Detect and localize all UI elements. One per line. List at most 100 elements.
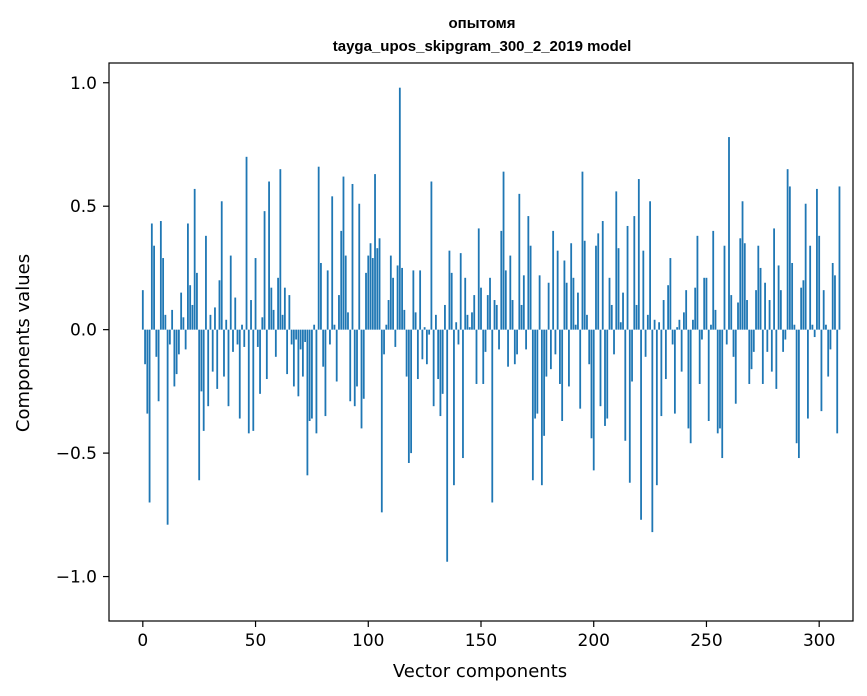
bar-287	[788, 186, 791, 330]
bar-293	[802, 280, 805, 330]
bar-298	[813, 329, 816, 338]
bar-143	[464, 277, 467, 330]
bar-74	[308, 329, 311, 421]
bar-181	[549, 329, 552, 370]
bar-280	[773, 228, 775, 330]
bar-20	[187, 223, 189, 330]
x-tick-label: 200	[578, 631, 610, 651]
bar-217	[631, 329, 633, 382]
bar-12	[168, 329, 171, 345]
bar-213	[622, 292, 624, 330]
bar-3	[148, 329, 151, 503]
bar-48	[250, 300, 252, 330]
bar-207	[608, 277, 611, 330]
bar-65	[288, 295, 291, 330]
bar-139	[455, 322, 458, 330]
bar-162	[507, 329, 509, 367]
bar-123	[419, 270, 422, 330]
bar-190	[570, 243, 573, 330]
bar-41	[234, 297, 237, 330]
bar-249	[703, 277, 706, 330]
bar-282	[777, 265, 780, 330]
bar-194	[579, 329, 582, 409]
bar-210	[615, 191, 618, 330]
bar-46	[245, 156, 248, 330]
bar-151	[482, 329, 485, 384]
bar-23	[193, 188, 196, 330]
bar-184	[556, 250, 559, 330]
bar-71	[301, 329, 304, 377]
bar-306	[831, 262, 834, 330]
bar-91	[347, 312, 349, 330]
bar-24	[196, 272, 198, 330]
bar-127	[428, 329, 431, 335]
bar-250	[705, 277, 708, 330]
bar-278	[768, 300, 771, 330]
bar-148	[475, 329, 478, 384]
bar-79	[320, 262, 322, 330]
bar-216	[628, 329, 631, 483]
bar-69	[297, 329, 300, 397]
y-tick-label: −1.0	[56, 568, 97, 588]
y-tick-label: 1.0	[70, 74, 97, 94]
bar-149	[477, 228, 480, 330]
bar-178	[543, 329, 546, 436]
plot-frame	[108, 62, 854, 622]
bar-25	[198, 329, 201, 481]
bar-171	[527, 216, 530, 330]
bar-95	[356, 329, 358, 387]
bar-100	[367, 255, 370, 330]
x-tick-label: 300	[803, 631, 835, 651]
bar-103	[374, 174, 376, 330]
bar-43	[238, 329, 241, 419]
bar-179	[545, 329, 548, 377]
bar-93	[351, 183, 354, 330]
bar-240	[683, 312, 685, 330]
bar-141	[459, 253, 462, 330]
bar-183	[554, 329, 557, 355]
bar-268	[746, 300, 748, 330]
bar-165	[513, 329, 516, 365]
bar-11	[166, 329, 169, 525]
x-tick-label: 0	[137, 631, 148, 651]
bar-108	[385, 324, 388, 330]
bar-262	[732, 329, 735, 357]
bar-52	[259, 329, 261, 394]
bar-206	[606, 329, 609, 419]
bar-307	[834, 275, 836, 330]
bar-214	[624, 329, 627, 441]
bar-309	[838, 186, 841, 330]
bar-226	[651, 329, 654, 533]
bar-241	[685, 290, 688, 330]
bar-234	[669, 258, 672, 330]
bar-117	[405, 329, 408, 377]
bar-186	[561, 329, 564, 421]
bar-131	[437, 329, 440, 380]
bar-284	[782, 329, 785, 352]
bar-115	[401, 267, 403, 330]
bar-291	[797, 329, 800, 459]
bar-118	[407, 329, 410, 463]
bar-27	[202, 329, 205, 431]
bar-258	[723, 245, 726, 330]
bar-305	[829, 329, 832, 350]
bar-263	[734, 329, 737, 404]
bar-166	[516, 329, 518, 355]
bar-102	[371, 258, 374, 330]
chart-title: опытомя	[449, 15, 516, 32]
bar-58	[272, 309, 275, 330]
bar-136	[448, 250, 451, 330]
bar-81	[324, 329, 327, 417]
bar-92	[349, 329, 352, 402]
bar-113	[396, 265, 399, 330]
bar-88	[340, 230, 343, 330]
bar-174	[534, 329, 537, 419]
bar-26	[200, 329, 203, 392]
bar-30	[209, 314, 212, 330]
bar-290	[795, 329, 798, 444]
x-axis: 0 50 100 150 200 250 300	[137, 621, 835, 651]
bar-167	[518, 193, 521, 330]
bar-129	[432, 329, 435, 407]
bar-68	[295, 329, 298, 340]
bar-109	[387, 300, 390, 330]
